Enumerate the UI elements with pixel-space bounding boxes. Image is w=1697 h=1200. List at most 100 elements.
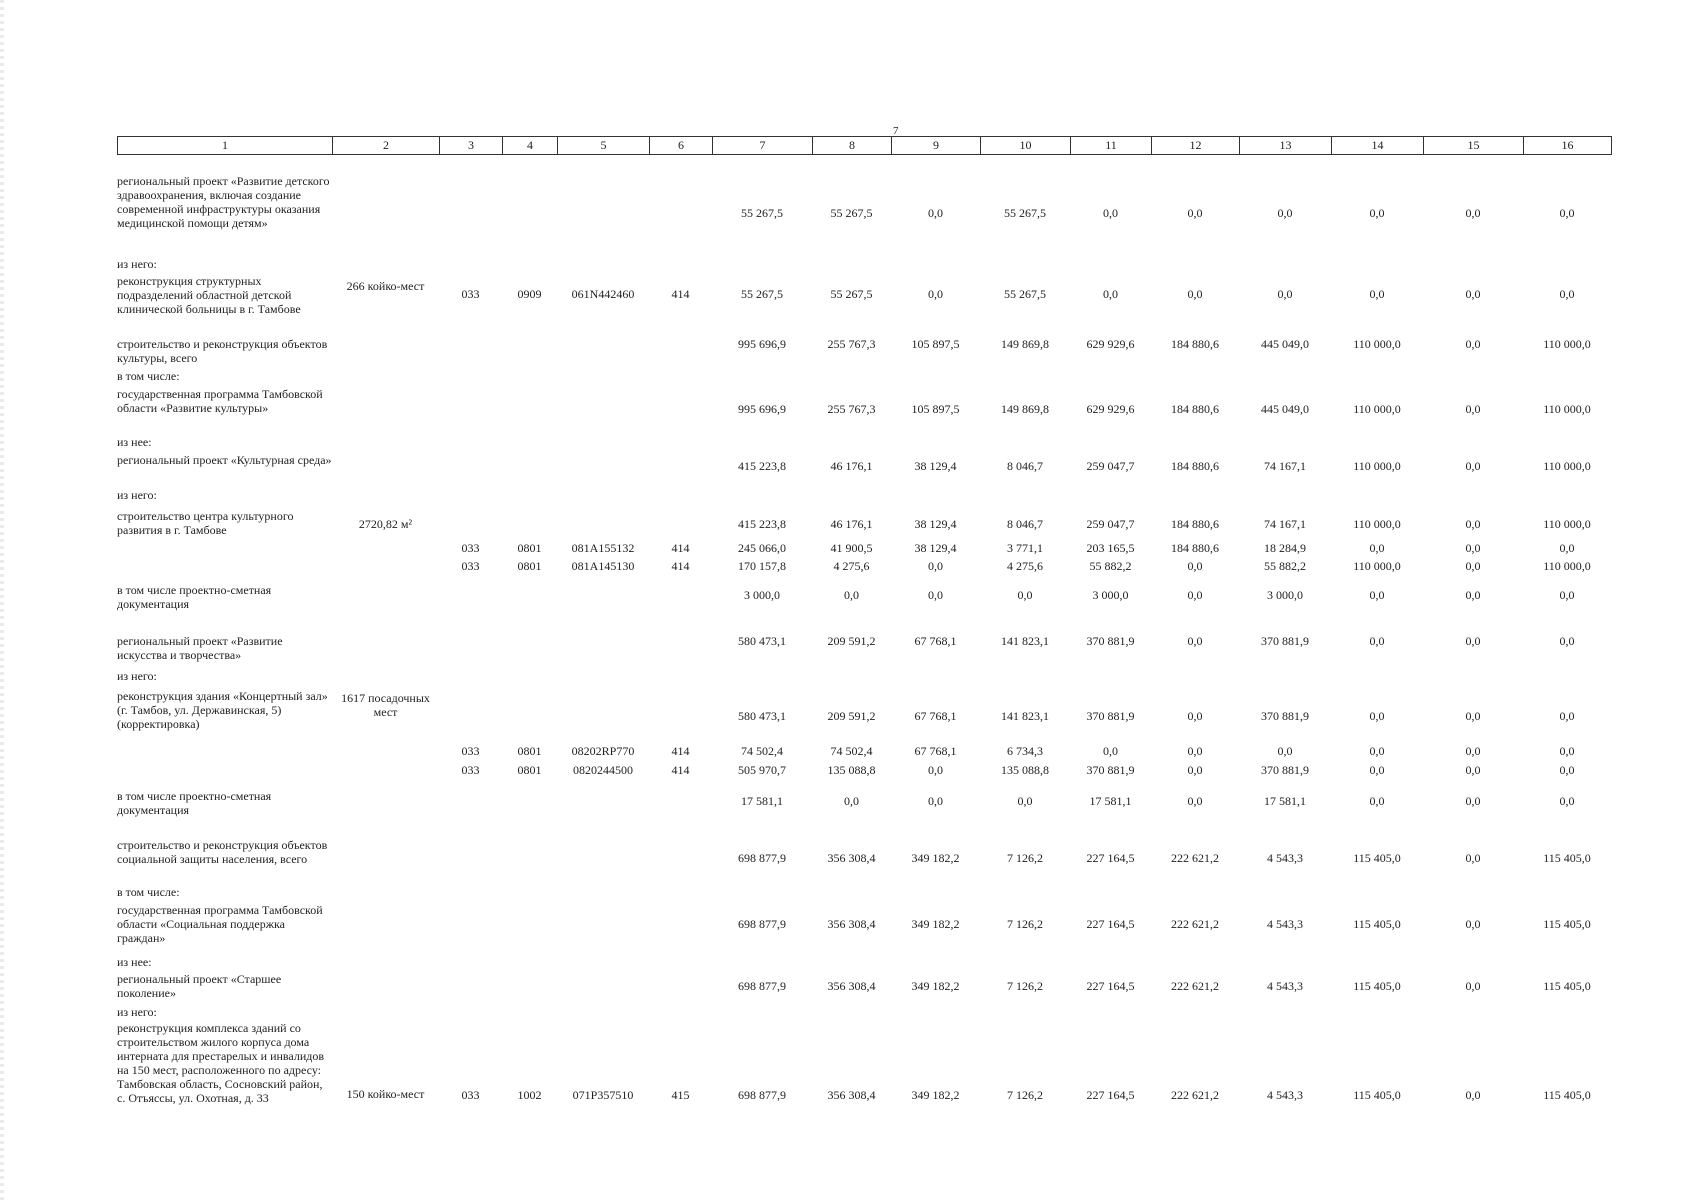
- row-code-expense: 415: [671, 1088, 690, 1102]
- row-code-expense: 414: [671, 744, 690, 758]
- row-value-col-8: 209 591,2: [827, 634, 876, 648]
- row-value-col-10: 8 046,7: [1007, 459, 1043, 473]
- row-value-col-8: 255 767,3: [827, 337, 876, 351]
- row-value-col-14: 0,0: [1369, 763, 1385, 777]
- row-value-col-8: 46 176,1: [830, 459, 873, 473]
- row-value-col-16: 0,0: [1559, 763, 1575, 777]
- scan-edge: [0, 0, 4, 1200]
- row-name: региональный проект «Развитие детского з…: [117, 174, 330, 230]
- row-name: строительство и реконструкция объектов к…: [117, 337, 328, 365]
- row-value-col-16: 110 000,0: [1543, 459, 1591, 473]
- row-value-col-7: 55 267,5: [741, 287, 783, 301]
- row-value-col-11: 629 929,6: [1086, 337, 1135, 351]
- row-value-col-16: 110 000,0: [1543, 402, 1591, 416]
- row-value-col-8: 46 176,1: [830, 517, 873, 531]
- row-value-col-9: 349 182,2: [911, 979, 960, 993]
- row-value-col-12: 0,0: [1187, 559, 1203, 573]
- row-value-col-9: 38 129,4: [914, 541, 957, 555]
- row-value-col-8: 209 591,2: [827, 709, 876, 723]
- row-value-col-12: 184 880,6: [1171, 459, 1219, 473]
- row-value-col-9: 67 768,1: [914, 709, 957, 723]
- row-value-col-16: 110 000,0: [1543, 559, 1591, 573]
- row-value-col-10: 7 126,2: [1007, 851, 1043, 865]
- row-value-col-15: 0,0: [1465, 287, 1481, 301]
- row-name: из него:: [117, 488, 157, 502]
- row-capacity: 2720,82 м²: [358, 517, 413, 531]
- row-value-col-11: 227 164,5: [1086, 851, 1135, 865]
- row-name: государственная программа Тамбовской обл…: [117, 387, 323, 415]
- row-value-col-11: 0,0: [1103, 744, 1118, 758]
- row-value-col-12: 0,0: [1187, 744, 1203, 758]
- row-value-col-14: 110 000,0: [1353, 517, 1401, 531]
- row-value-col-9: 67 768,1: [914, 634, 957, 648]
- row-name: из него:: [117, 669, 157, 683]
- row-value-col-12: 0,0: [1187, 709, 1203, 723]
- row-value-col-11: 227 164,5: [1086, 917, 1135, 931]
- row-value-col-9: 105 897,5: [911, 402, 960, 416]
- row-value-col-12: 0,0: [1187, 206, 1203, 220]
- row-name: реконструкция комплекса зданий со строит…: [117, 1021, 325, 1105]
- header-col-15: 15: [1423, 136, 1524, 155]
- row-value-col-10: 149 869,8: [1001, 337, 1049, 351]
- row-value-col-11: 227 164,5: [1086, 979, 1135, 993]
- row-value-col-8: 0,0: [844, 794, 859, 808]
- row-code-ministry: 033: [461, 1088, 480, 1102]
- row-value-col-12: 0,0: [1187, 794, 1203, 808]
- row-name: в том числе:: [117, 369, 180, 383]
- row-value-col-13: 4 543,3: [1267, 979, 1303, 993]
- row-code-target: 081A155132: [571, 541, 635, 555]
- row-value-col-8: 55 267,5: [830, 206, 873, 220]
- page-number: 7: [893, 125, 899, 137]
- row-value-col-12: 222 621,2: [1171, 851, 1219, 865]
- row-value-col-11: 203 165,5: [1086, 541, 1135, 555]
- header-row: 1 2 3 4 5 6 7 8 9 10 11 12 13 14 15 16: [117, 136, 1612, 155]
- row-value-col-10: 55 267,5: [1004, 287, 1046, 301]
- header-col-9: 9: [891, 136, 981, 155]
- row-value-col-10: 0,0: [1017, 794, 1033, 808]
- row-value-col-15: 0,0: [1465, 851, 1481, 865]
- row-value-col-15: 0,0: [1465, 763, 1481, 777]
- row-value-col-15: 0,0: [1465, 588, 1481, 602]
- row-value-col-7: 415 223,8: [738, 459, 786, 473]
- row-value-col-14: 0,0: [1369, 588, 1385, 602]
- row-code-ministry: 033: [461, 559, 480, 573]
- row-value-col-14: 110 000,0: [1353, 459, 1401, 473]
- row-value-col-13: 370 881,9: [1261, 634, 1309, 648]
- row-value-col-16: 115 405,0: [1543, 1088, 1591, 1102]
- row-name: из него:: [117, 257, 157, 271]
- row-value-col-15: 0,0: [1465, 559, 1481, 573]
- header-col-10: 10: [980, 136, 1071, 155]
- row-value-col-7: 415 223,8: [738, 517, 786, 531]
- row-code-ministry: 033: [461, 541, 480, 555]
- row-value-col-10: 141 823,1: [1001, 709, 1049, 723]
- row-value-col-15: 0,0: [1465, 402, 1481, 416]
- row-value-col-16: 110 000,0: [1543, 517, 1591, 531]
- row-value-col-9: 349 182,2: [911, 851, 960, 865]
- row-value-col-14: 0,0: [1369, 287, 1385, 301]
- row-name: региональный проект «Развитие искусства …: [117, 634, 283, 662]
- row-code-expense: 414: [671, 559, 690, 573]
- row-value-col-14: 0,0: [1369, 709, 1385, 723]
- row-value-col-12: 184 880,6: [1171, 337, 1219, 351]
- row-value-col-8: 74 502,4: [830, 744, 873, 758]
- row-value-col-14: 115 405,0: [1353, 1088, 1401, 1102]
- row-value-col-11: 259 047,7: [1086, 517, 1135, 531]
- row-value-col-12: 0,0: [1187, 588, 1203, 602]
- row-value-col-10: 135 088,8: [1001, 763, 1049, 777]
- row-value-col-13: 370 881,9: [1261, 763, 1309, 777]
- row-value-col-8: 55 267,5: [830, 287, 873, 301]
- row-value-col-16: 110 000,0: [1543, 337, 1591, 351]
- row-value-col-9: 0,0: [928, 206, 943, 220]
- row-value-col-12: 184 880,6: [1171, 517, 1219, 531]
- row-capacity: 266 койко-мест: [346, 279, 425, 293]
- row-value-col-13: 55 882,2: [1264, 559, 1306, 573]
- header-col-11: 11: [1070, 136, 1152, 155]
- row-value-col-14: 115 405,0: [1353, 979, 1401, 993]
- row-code-ministry: 033: [461, 763, 480, 777]
- row-value-col-7: 505 970,7: [738, 763, 786, 777]
- row-code-section: 0801: [517, 541, 542, 555]
- row-value-col-16: 0,0: [1559, 588, 1575, 602]
- row-value-col-12: 222 621,2: [1171, 979, 1219, 993]
- row-value-col-7: 17 581,1: [741, 794, 783, 808]
- row-value-col-7: 698 877,9: [738, 851, 786, 865]
